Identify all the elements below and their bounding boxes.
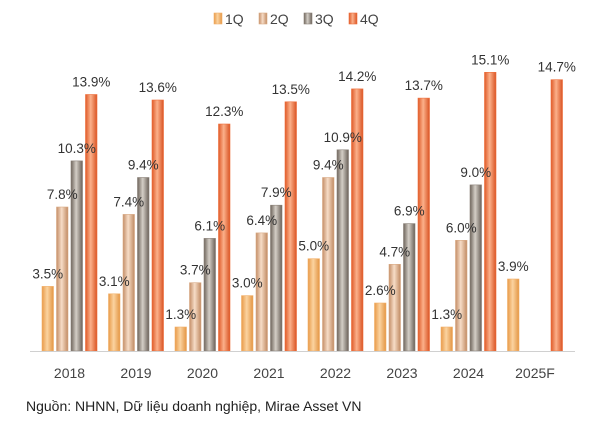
x-tick-label-2025F: 2025F — [515, 365, 555, 381]
data-label-3Q-2020: 6.1% — [194, 218, 225, 233]
x-tick-label-2021: 2021 — [253, 365, 284, 381]
data-label-3Q-2019: 9.4% — [128, 158, 159, 173]
legend-swatch-3Q — [303, 12, 313, 25]
bars — [41, 72, 563, 352]
data-label-3Q-2021: 7.9% — [261, 185, 292, 200]
x-tick-label-2019: 2019 — [120, 365, 151, 381]
bar-4Q-2019 — [151, 99, 164, 352]
bar-1Q-2023 — [374, 302, 387, 352]
data-label-4Q-2024: 15.1% — [471, 52, 509, 67]
data-labels: 3.5% 7.8% 10.3% 13.9% 3.1% 7.4% 9.4% 13.6% 1.3% 3… — [32, 52, 576, 322]
data-label-3Q-2024: 9.0% — [460, 165, 491, 180]
data-label-2Q-2024: 6.0% — [446, 220, 477, 235]
data-label-4Q-2020: 12.3% — [205, 104, 243, 119]
bar-1Q-2020 — [174, 326, 187, 352]
data-label-2Q-2020: 3.7% — [180, 263, 211, 278]
bar-2Q-2021 — [255, 232, 268, 352]
data-label-1Q-2023: 2.6% — [365, 283, 396, 298]
legend-label-4Q: 4Q — [360, 11, 379, 27]
bar-2Q-2023 — [388, 263, 401, 352]
data-label-2Q-2022: 9.4% — [313, 158, 344, 173]
legend-label-2Q: 2Q — [270, 11, 289, 27]
data-label-2Q-2019: 7.4% — [113, 194, 144, 209]
data-label-2Q-2021: 6.4% — [246, 213, 277, 228]
x-tick-label-2024: 2024 — [453, 365, 484, 381]
bar-1Q-2024 — [440, 326, 453, 352]
data-label-1Q-2019: 3.1% — [99, 274, 130, 289]
source-note: Nguồn: NHNN, Dữ liệu doanh nghiệp, Mirae… — [26, 398, 362, 414]
legend: 1Q 2Q 3Q 4Q — [213, 11, 379, 27]
bar-4Q-2018 — [85, 94, 98, 352]
data-label-1Q-2018: 3.5% — [32, 266, 63, 281]
x-tick-label-2020: 2020 — [187, 365, 218, 381]
bar-4Q-2022 — [351, 88, 364, 352]
data-label-4Q-2019: 13.6% — [139, 80, 177, 95]
data-label-1Q-2024: 1.3% — [431, 307, 462, 322]
bar-3Q-2020 — [203, 238, 216, 352]
data-label-3Q-2022: 10.9% — [324, 130, 362, 145]
data-label-3Q-2023: 6.9% — [394, 204, 425, 219]
data-label-4Q-2018: 13.9% — [72, 75, 110, 90]
bar-1Q-2025F — [507, 278, 520, 352]
legend-label-3Q: 3Q — [315, 11, 334, 27]
data-label-2Q-2018: 7.8% — [47, 187, 78, 202]
bar-4Q-2025F — [550, 79, 563, 352]
bar-3Q-2024 — [469, 184, 482, 352]
bar-4Q-2024 — [484, 72, 497, 352]
data-label-4Q-2021: 13.5% — [272, 82, 310, 97]
data-label-4Q-2022: 14.2% — [338, 69, 376, 84]
x-tick-label-2023: 2023 — [386, 365, 417, 381]
bar-4Q-2020 — [218, 123, 231, 352]
legend-swatch-4Q — [348, 12, 358, 25]
data-label-1Q-2020: 1.3% — [165, 307, 196, 322]
bar-4Q-2023 — [417, 97, 430, 352]
data-label-4Q-2023: 13.7% — [405, 78, 443, 93]
x-axis-ticks: 2018 2019 2020 2021 2022 2023 2024 2025F — [54, 365, 555, 381]
x-tick-label-2018: 2018 — [54, 365, 85, 381]
bar-1Q-2019 — [108, 293, 121, 352]
legend-swatch-2Q — [258, 12, 268, 25]
x-tick-label-2022: 2022 — [320, 365, 351, 381]
data-label-1Q-2021: 3.0% — [232, 276, 263, 291]
bar-1Q-2018 — [41, 286, 54, 352]
bar-3Q-2022 — [336, 149, 349, 352]
data-label-2Q-2023: 4.7% — [379, 244, 410, 259]
bar-1Q-2021 — [241, 295, 254, 352]
bar-2Q-2024 — [455, 240, 468, 352]
legend-label-1Q: 1Q — [225, 11, 244, 27]
data-label-1Q-2022: 5.0% — [298, 239, 329, 254]
bar-3Q-2023 — [403, 223, 416, 352]
bar-1Q-2022 — [307, 258, 320, 352]
bar-2Q-2022 — [322, 177, 335, 352]
bar-4Q-2021 — [284, 101, 297, 352]
data-label-1Q-2025F: 3.9% — [498, 259, 529, 274]
legend-swatch-1Q — [213, 12, 223, 25]
data-label-3Q-2018: 10.3% — [58, 141, 96, 156]
bar-chart: 1Q 2Q 3Q 4Q 3.5% 7.8% 10.3% 13.9% 3.1% 7.4% 9.4% 1… — [30, 11, 576, 381]
data-label-4Q-2025F: 14.7% — [538, 60, 576, 75]
